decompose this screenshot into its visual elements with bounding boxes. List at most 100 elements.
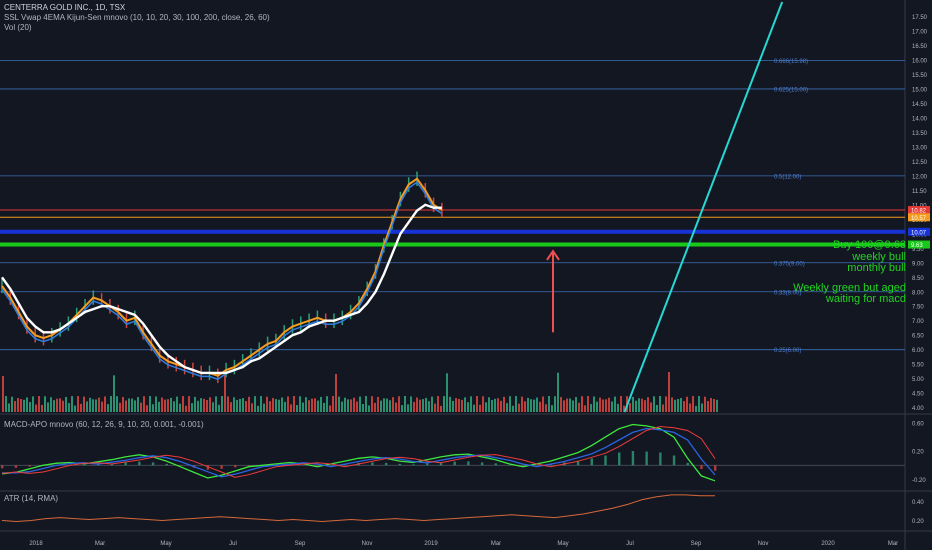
volume-bar (329, 405, 331, 412)
macd-slow-line (1, 425, 716, 478)
fib-label: 0.625(15.00) (774, 87, 808, 93)
volume-bar (155, 396, 157, 412)
macd-histogram-bar (590, 458, 593, 466)
volume-bar (497, 398, 499, 412)
volume-bar (131, 398, 133, 412)
price-label-box (908, 213, 930, 222)
volume-bar (668, 372, 670, 412)
volume-bar (95, 399, 97, 412)
volume-bar (236, 399, 238, 412)
volume-bar (398, 396, 400, 412)
volume-bar (62, 400, 64, 412)
volume-bar (566, 398, 568, 412)
fib-label: 0.5(12.00) (774, 174, 801, 180)
volume-bars (2, 372, 718, 412)
volume-bar (593, 396, 595, 412)
volume-bar (452, 400, 454, 412)
volume-bar (32, 396, 34, 412)
volume-bar (533, 399, 535, 412)
volume-bar (80, 403, 82, 412)
volume-bar (701, 403, 703, 412)
x-tick-label: Sep (691, 541, 702, 547)
series-line-white-ma (1, 203, 442, 375)
volume-bar (167, 399, 169, 412)
volume-bar (491, 400, 493, 412)
volume-bar (113, 375, 115, 412)
volume-bar (485, 402, 487, 412)
x-tick-label: 2019 (424, 541, 438, 547)
volume-bar (545, 404, 547, 412)
macd-histogram-bar (14, 465, 18, 468)
annotation-text: Buy 100@9.63 (833, 239, 906, 251)
volume-bar (191, 403, 193, 412)
volume-bar (194, 396, 196, 412)
volume-bar (227, 396, 229, 412)
volume-bar (218, 404, 220, 412)
macd-histogram-bar (1, 465, 4, 469)
y-tick-label: 12.00 (912, 174, 928, 180)
volume-bar (215, 396, 217, 412)
volume-bar (713, 398, 715, 412)
macd-histogram-bar (124, 462, 127, 466)
volume-bar (596, 401, 598, 412)
volume-bar (203, 398, 205, 412)
macd-line (1, 423, 716, 482)
volume-bar (287, 396, 289, 412)
volume-bar (248, 396, 250, 412)
volume-bar (458, 398, 460, 412)
volume-bar (437, 396, 439, 412)
volume-bar (173, 401, 175, 412)
volume-bar (695, 405, 697, 412)
macd-histogram-bar (645, 451, 648, 466)
y-tick-label: 7.00 (912, 319, 924, 325)
macd-histogram-bar (480, 462, 484, 466)
volume-bar (188, 396, 190, 412)
volume-bar (221, 396, 223, 412)
volume-bar (470, 396, 472, 412)
price-label-box (908, 206, 930, 215)
volume-bar (269, 401, 271, 412)
volume-bar (629, 403, 631, 412)
volume-bar (176, 396, 178, 412)
volume-bar (68, 403, 70, 412)
volume-bar (128, 398, 130, 412)
volume-bar (59, 398, 61, 412)
volume-bar (449, 396, 451, 412)
y-tick-label: 4.00 (912, 406, 924, 412)
volume-bar (326, 396, 328, 412)
volume-bar (650, 402, 652, 412)
volume-bar (224, 374, 226, 412)
volume-bar (233, 397, 235, 412)
atr-pane-title: ATR (14, RMA) (4, 494, 59, 503)
y-tick-label: 6.00 (912, 348, 924, 354)
macd-histogram-bar (151, 462, 155, 466)
macd-histogram-bar (672, 455, 676, 466)
volume-bar (428, 401, 430, 412)
y-tick-label: 17.00 (912, 29, 928, 35)
annotation-text: waiting for macd (825, 293, 906, 305)
y-tick-label: 17.50 (912, 15, 928, 21)
macd-histogram-bar (714, 465, 717, 471)
annotation-text: monthly bull (847, 262, 906, 274)
volume-bar (365, 396, 367, 412)
volume-bar (644, 400, 646, 412)
volume-bar (425, 397, 427, 412)
volume-bar (338, 396, 340, 412)
volume-bar (263, 403, 265, 412)
volume-bar (500, 400, 502, 412)
macd-histogram-bar (426, 463, 429, 466)
volume-bar (527, 397, 529, 412)
volume-bar (590, 404, 592, 412)
volume-bar (311, 398, 313, 412)
volume-bar (50, 397, 52, 412)
volume-bar (260, 396, 262, 412)
volume-bar (569, 398, 571, 412)
volume-bar (359, 396, 361, 412)
price-label-box (908, 227, 930, 236)
macd-tick-label: -0.20 (912, 478, 926, 484)
macd-tick-label: 0.60 (912, 422, 924, 428)
y-tick-label: 13.50 (912, 131, 928, 137)
volume-bar (23, 399, 25, 412)
volume-bar (404, 396, 406, 412)
